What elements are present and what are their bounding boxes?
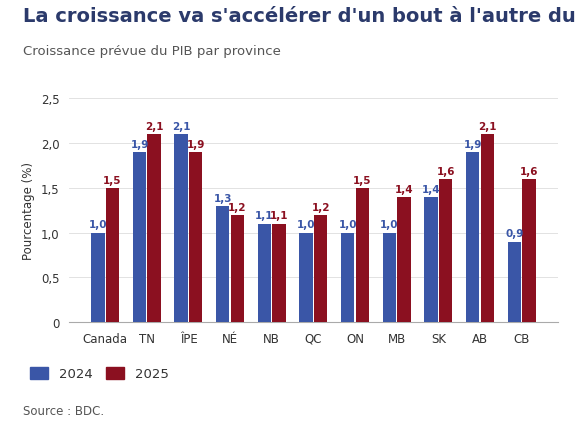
Text: 1,0: 1,0 <box>89 220 107 230</box>
Bar <box>174 135 188 322</box>
Bar <box>466 153 480 322</box>
Bar <box>341 233 354 322</box>
Text: 1,3: 1,3 <box>213 193 232 203</box>
Text: 2,1: 2,1 <box>145 122 163 132</box>
Text: 1,4: 1,4 <box>394 184 413 194</box>
Text: 1,1: 1,1 <box>255 211 274 221</box>
Bar <box>522 179 535 322</box>
Bar <box>439 179 453 322</box>
Bar <box>356 188 369 322</box>
Text: 2,1: 2,1 <box>172 122 190 132</box>
Text: 1,5: 1,5 <box>353 175 371 185</box>
Bar <box>106 188 119 322</box>
Text: 1,2: 1,2 <box>312 202 330 212</box>
Text: 1,9: 1,9 <box>186 139 205 150</box>
Bar <box>216 206 229 322</box>
Y-axis label: Pourcentage (%): Pourcentage (%) <box>22 162 35 260</box>
Bar <box>258 224 271 322</box>
Bar <box>397 197 411 322</box>
Bar <box>147 135 161 322</box>
Text: 1,0: 1,0 <box>380 220 398 230</box>
Text: 0,9: 0,9 <box>505 229 523 239</box>
Text: 1,6: 1,6 <box>436 166 455 176</box>
Text: 1,9: 1,9 <box>131 139 149 150</box>
Bar <box>481 135 494 322</box>
Text: 2,1: 2,1 <box>478 122 496 132</box>
Bar <box>231 215 244 322</box>
Legend: 2024, 2025: 2024, 2025 <box>29 367 168 381</box>
Bar <box>133 153 146 322</box>
Text: 1,9: 1,9 <box>463 139 482 150</box>
Bar <box>383 233 396 322</box>
Text: 1,0: 1,0 <box>297 220 315 230</box>
Bar <box>91 233 105 322</box>
Bar <box>189 153 202 322</box>
Text: 1,5: 1,5 <box>103 175 122 185</box>
Text: 1,0: 1,0 <box>339 220 357 230</box>
Bar <box>314 215 327 322</box>
Text: 1,4: 1,4 <box>421 184 440 194</box>
Text: 1,6: 1,6 <box>520 166 538 176</box>
Text: Source : BDC.: Source : BDC. <box>23 404 104 417</box>
Bar <box>273 224 286 322</box>
Text: Croissance prévue du PIB par province: Croissance prévue du PIB par province <box>23 45 281 58</box>
Bar <box>424 197 438 322</box>
Bar <box>508 242 521 322</box>
Text: La croissance va s'accélérer d'un bout à l'autre du pays: La croissance va s'accélérer d'un bout à… <box>23 6 575 26</box>
Text: 1,2: 1,2 <box>228 202 247 212</box>
Text: 1,1: 1,1 <box>270 211 288 221</box>
Bar <box>300 233 313 322</box>
